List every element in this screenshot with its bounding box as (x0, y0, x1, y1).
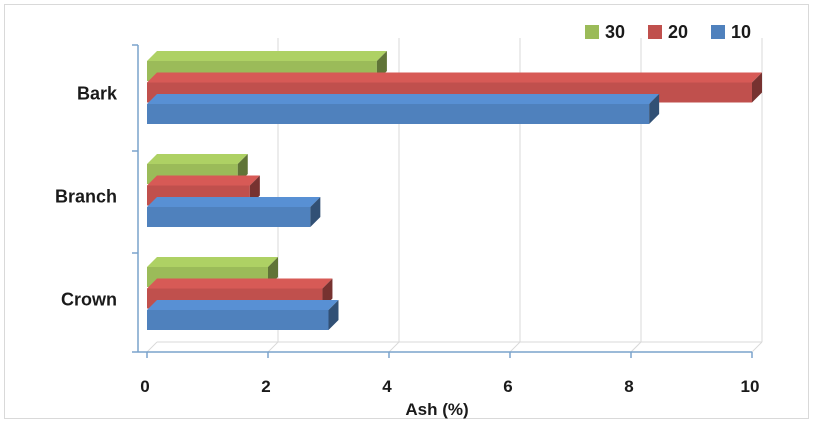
bar-top-branch-10 (147, 197, 321, 207)
x-axis-title: Ash (%) (405, 400, 468, 419)
bar-top-crown-10 (147, 300, 339, 310)
bar-bark-10 (147, 104, 650, 124)
bar-top-branch-20 (147, 175, 260, 186)
legend-label-30: 30 (605, 22, 625, 42)
bar-end-crown-10 (328, 300, 339, 330)
x-tick-label-2: 2 (261, 377, 270, 396)
x-tick-label-8: 8 (624, 377, 633, 396)
legend-swatch-10 (711, 25, 725, 39)
floor-line-10 (751, 341, 763, 353)
category-label-crown: Crown (61, 289, 117, 309)
bar-end-branch-10 (310, 197, 321, 227)
legend-swatch-20 (648, 25, 662, 39)
floor-line-4 (388, 341, 400, 353)
floor-line-0 (146, 341, 158, 353)
label-layer: 0 2 4 6 8 10 Bark Branch Crown (55, 83, 759, 396)
x-tick-label-0: 0 (140, 377, 149, 396)
axis-layer (132, 44, 753, 358)
floor-line-6 (509, 341, 521, 353)
bar-end-bark-10 (649, 94, 660, 124)
bar-top-branch-30 (147, 154, 248, 164)
category-label-branch: Branch (55, 186, 117, 206)
bar-top-bark-30 (147, 51, 387, 61)
bar-top-bark-10 (147, 94, 660, 104)
bar-end-bark-20 (752, 72, 762, 103)
category-label-bark: Bark (77, 83, 118, 103)
floor-line-8 (630, 341, 642, 353)
legend-swatch-30 (585, 25, 599, 39)
bar-layer (147, 51, 762, 330)
legend-label-20: 20 (668, 22, 688, 42)
legend-label-10: 10 (731, 22, 751, 42)
x-tick-label-10: 10 (741, 377, 760, 396)
x-tick-label-6: 6 (503, 377, 512, 396)
bar-branch-10 (147, 207, 311, 227)
bar-top-crown-30 (147, 257, 278, 267)
x-tick-label-4: 4 (382, 377, 392, 396)
legend: 30 20 10 (585, 22, 751, 42)
bar-top-bark-20 (147, 72, 762, 83)
bar-top-crown-20 (147, 278, 333, 289)
floor-line-2 (267, 341, 279, 353)
bar-crown-10 (147, 310, 329, 330)
